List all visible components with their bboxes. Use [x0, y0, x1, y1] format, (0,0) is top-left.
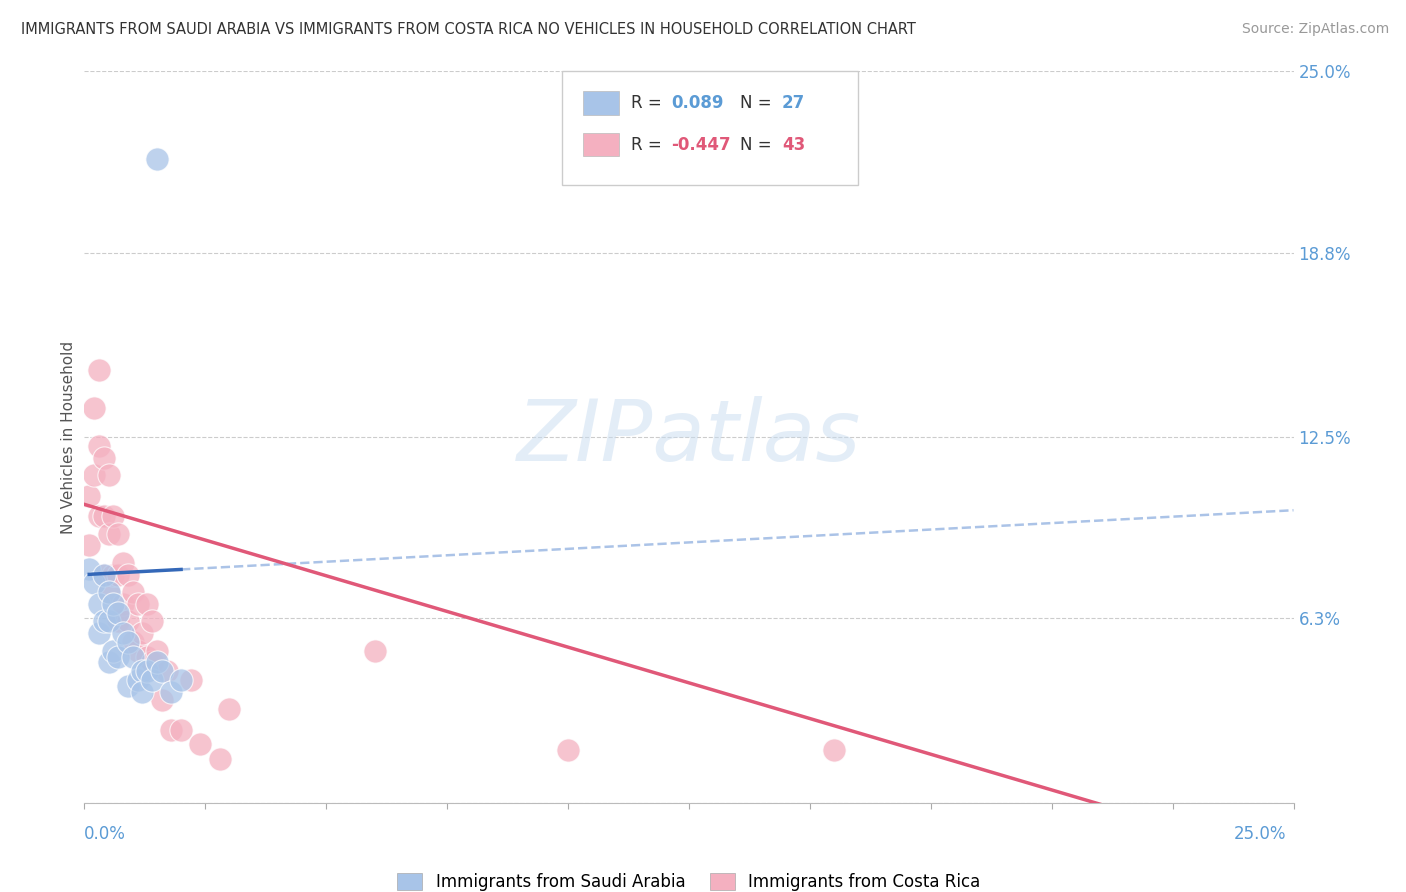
Text: R =: R =	[631, 94, 666, 112]
Point	[103, 597, 125, 611]
Point	[77, 489, 100, 503]
Legend: Immigrants from Saudi Arabia, Immigrants from Costa Rica: Immigrants from Saudi Arabia, Immigrants…	[391, 866, 987, 892]
Point	[87, 439, 110, 453]
Point	[103, 567, 125, 582]
Point	[146, 643, 169, 657]
Point	[823, 743, 845, 757]
Point	[93, 567, 115, 582]
Text: Source: ZipAtlas.com: Source: ZipAtlas.com	[1241, 22, 1389, 37]
Point	[146, 656, 169, 670]
Point	[180, 673, 202, 687]
Point	[93, 615, 115, 629]
Point	[160, 684, 183, 698]
Text: 0.089: 0.089	[671, 94, 723, 112]
Point	[97, 585, 120, 599]
Point	[93, 509, 115, 524]
Point	[170, 723, 193, 737]
Point	[117, 679, 139, 693]
Point	[107, 649, 129, 664]
Point	[87, 597, 110, 611]
Text: ZIPatlas: ZIPatlas	[517, 395, 860, 479]
Point	[117, 567, 139, 582]
Point	[141, 615, 163, 629]
Point	[150, 693, 173, 707]
Point	[363, 643, 385, 657]
Point	[117, 635, 139, 649]
Point	[131, 664, 153, 678]
Point	[97, 526, 120, 541]
Point	[127, 643, 149, 657]
Point	[190, 737, 212, 751]
Point	[107, 526, 129, 541]
Point	[131, 626, 153, 640]
Text: 25.0%: 25.0%	[1234, 825, 1286, 843]
Point	[170, 673, 193, 687]
Point	[107, 567, 129, 582]
Point	[121, 585, 143, 599]
Point	[103, 643, 125, 657]
Text: 27: 27	[782, 94, 806, 112]
Point	[83, 468, 105, 483]
Point	[107, 615, 129, 629]
FancyBboxPatch shape	[582, 133, 619, 156]
Point	[218, 702, 240, 716]
Point	[557, 743, 579, 757]
Point	[208, 752, 231, 766]
Text: R =: R =	[631, 136, 666, 153]
Point	[87, 626, 110, 640]
Point	[136, 664, 159, 678]
Point	[131, 684, 153, 698]
FancyBboxPatch shape	[562, 71, 858, 185]
Point	[121, 649, 143, 664]
Point	[121, 635, 143, 649]
Point	[83, 401, 105, 415]
Point	[97, 656, 120, 670]
Point	[127, 597, 149, 611]
Point	[155, 664, 177, 678]
Point	[146, 152, 169, 166]
Point	[103, 509, 125, 524]
Text: 0.0%: 0.0%	[84, 825, 127, 843]
FancyBboxPatch shape	[582, 91, 619, 114]
Point	[136, 597, 159, 611]
Point	[83, 576, 105, 591]
Point	[97, 615, 120, 629]
Point	[77, 562, 100, 576]
Point	[160, 723, 183, 737]
Point	[93, 567, 115, 582]
Text: N =: N =	[740, 94, 776, 112]
Point	[107, 606, 129, 620]
Point	[87, 363, 110, 377]
Point	[77, 538, 100, 552]
Text: N =: N =	[740, 136, 776, 153]
Point	[87, 509, 110, 524]
Text: IMMIGRANTS FROM SAUDI ARABIA VS IMMIGRANTS FROM COSTA RICA NO VEHICLES IN HOUSEH: IMMIGRANTS FROM SAUDI ARABIA VS IMMIGRAN…	[21, 22, 915, 37]
Y-axis label: No Vehicles in Household: No Vehicles in Household	[60, 341, 76, 533]
Point	[112, 597, 135, 611]
Point	[112, 626, 135, 640]
Point	[93, 450, 115, 465]
Text: -0.447: -0.447	[671, 136, 731, 153]
Point	[97, 468, 120, 483]
Point	[117, 615, 139, 629]
Point	[150, 664, 173, 678]
Point	[141, 656, 163, 670]
Point	[97, 585, 120, 599]
Point	[127, 673, 149, 687]
Point	[136, 649, 159, 664]
Point	[112, 556, 135, 570]
Point	[141, 673, 163, 687]
Text: 43: 43	[782, 136, 806, 153]
